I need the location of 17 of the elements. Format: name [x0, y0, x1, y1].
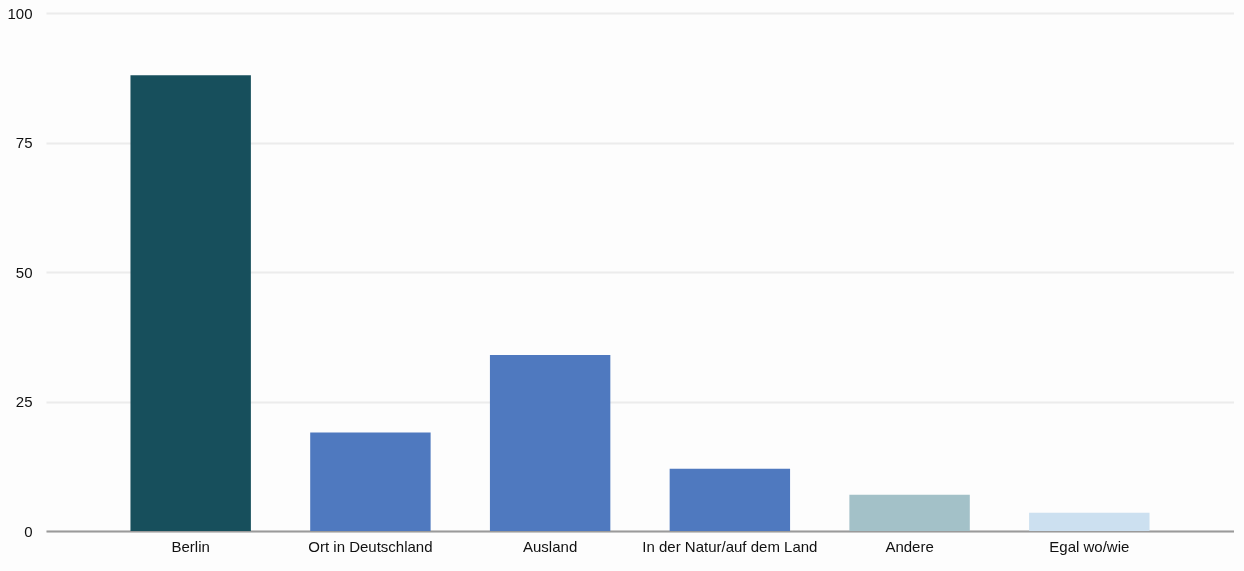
y-tick-label: 25	[15, 393, 33, 410]
bar	[1029, 512, 1150, 531]
x-tick-label: Berlin	[171, 537, 210, 555]
bar	[489, 354, 611, 531]
y-tick-label: 50	[15, 263, 33, 281]
x-tick-label: Ausland	[523, 537, 578, 555]
x-tick-label: Andere	[885, 537, 934, 555]
bar	[849, 494, 970, 531]
bar	[669, 468, 791, 531]
x-tick-label: Egal wo/wie	[1049, 537, 1130, 555]
bar	[130, 75, 251, 531]
bar	[310, 432, 431, 531]
y-tick-label: 75	[15, 134, 33, 151]
x-tick-label: In der Natur/auf dem Land	[642, 537, 818, 555]
x-tick-label: Ort in Deutschland	[308, 537, 433, 555]
y-tick-label: 100	[7, 4, 33, 22]
y-tick-label: 0	[24, 522, 33, 540]
